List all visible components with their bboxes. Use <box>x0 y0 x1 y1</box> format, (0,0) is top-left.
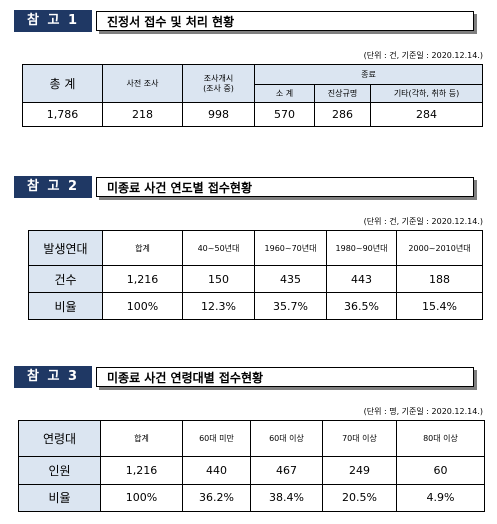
table-ref3: 연령대 합계 60대 미만 60대 이상 70대 이상 80대 이상 인원 1,… <box>18 419 485 513</box>
title-ref2: 미종료 사건 연도별 접수현황 <box>96 177 474 197</box>
table-cell: 435 <box>254 265 327 294</box>
value-subtotal: 570 <box>254 102 315 127</box>
col-header: 합계 <box>102 229 183 267</box>
table-cell: 1,216 <box>102 265 183 294</box>
col-header: 1960~70년대 <box>254 229 327 267</box>
table-cell: 249 <box>322 456 397 485</box>
header-closed: 종료 <box>253 64 484 85</box>
value-etc: 284 <box>369 102 484 127</box>
header-open-line1: 조사개시 <box>203 73 234 83</box>
title-ref1: 진정서 접수 및 처리 현황 <box>96 11 474 31</box>
table-cell: 4.9% <box>396 483 485 513</box>
value-investigation-open: 998 <box>182 102 255 127</box>
table-cell: 467 <box>250 456 323 485</box>
table-cell: 188 <box>396 265 483 294</box>
table-cell: 36.5% <box>326 292 397 320</box>
col-header: 60대 미만 <box>182 419 251 458</box>
col-header: 70대 이상 <box>322 419 397 458</box>
value-pre-investigation: 218 <box>102 102 183 127</box>
header-total: 총 계 <box>22 64 103 103</box>
table-cell: 38.4% <box>250 483 323 513</box>
table-cell: 60 <box>396 456 485 485</box>
header-investigation-open: 조사개시 (조사 중) <box>182 64 255 103</box>
row-label-ratio: 비율 <box>28 292 103 320</box>
badge-ref2: 참 고 2 <box>14 176 92 198</box>
col-header: 합계 <box>100 419 183 458</box>
table-cell: 440 <box>182 456 251 485</box>
header-truth: 진상규명 <box>314 84 371 103</box>
table-cell: 20.5% <box>322 483 397 513</box>
table-cell: 15.4% <box>396 292 483 320</box>
header-subtotal: 소 계 <box>254 84 315 103</box>
row-label-count: 건수 <box>28 265 103 294</box>
table-cell: 35.7% <box>254 292 327 320</box>
row-header-period: 발생연대 <box>28 229 103 267</box>
row-header-age: 연령대 <box>18 419 101 458</box>
col-header: 2000~2010년대 <box>396 229 483 267</box>
table-cell: 100% <box>102 292 183 320</box>
table-cell: 36.2% <box>182 483 251 513</box>
row-label-people: 인원 <box>18 456 101 485</box>
unit-note-ref2: (단위 : 건, 기준일 : 2020.12.14.) <box>363 217 483 226</box>
badge-ref3: 참 고 3 <box>14 366 92 388</box>
table-cell: 443 <box>326 265 397 294</box>
table-cell: 12.3% <box>182 292 255 320</box>
header-open-line2: (조사 중) <box>203 83 234 93</box>
badge-ref1: 참 고 1 <box>14 10 92 32</box>
table-cell: 150 <box>182 265 255 294</box>
col-header: 80대 이상 <box>396 419 485 458</box>
table-cell: 100% <box>100 483 183 513</box>
value-truth: 286 <box>314 102 371 127</box>
table-ref1: 총 계 사전 조사 조사개시 (조사 중) 종료 소 계 진상규명 기타(각하,… <box>22 64 484 127</box>
col-header: 1980~90년대 <box>326 229 397 267</box>
unit-note-ref1: (단위 : 건, 기준일 : 2020.12.14.) <box>363 51 483 60</box>
col-header: 60대 이상 <box>250 419 323 458</box>
title-ref3: 미종료 사건 연령대별 접수현황 <box>96 367 474 387</box>
value-total: 1,786 <box>22 102 103 127</box>
col-header: 40~50년대 <box>182 229 255 267</box>
row-label-ratio: 비율 <box>18 483 101 513</box>
unit-note-ref3: (단위 : 명, 기준일 : 2020.12.14.) <box>363 407 483 416</box>
header-pre-investigation: 사전 조사 <box>102 64 183 103</box>
table-ref2: 발생연대 합계 40~50년대 1960~70년대 1980~90년대 2000… <box>28 229 483 320</box>
table-cell: 1,216 <box>100 456 183 485</box>
header-etc: 기타(각하, 취하 등) <box>369 84 484 103</box>
